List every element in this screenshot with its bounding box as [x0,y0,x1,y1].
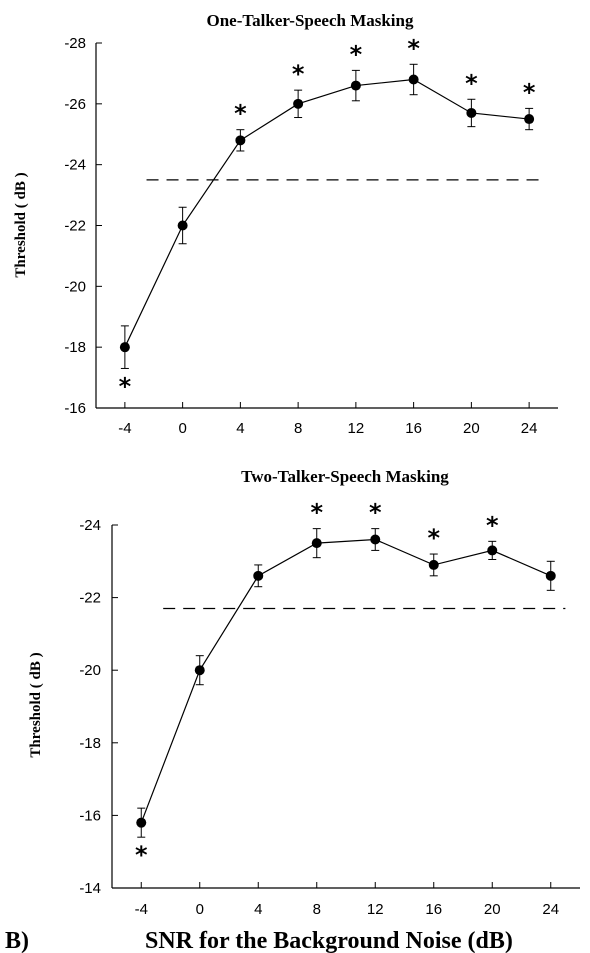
series-line [140,538,551,823]
data-point [350,80,361,91]
y-tick-label: -20 [79,662,101,679]
panel-one-talker: One-Talker-Speech Masking Threshold ( dB… [13,11,558,437]
y-tick-label: -28 [64,35,86,52]
chart-title-b: Two-Talker-Speech Masking [241,467,449,486]
x-tick-label: 12 [367,901,384,918]
significance-star: * [135,841,148,869]
data-point [293,98,304,109]
y-tick-label: -16 [64,400,86,417]
panel-label-b: B) [5,928,29,953]
data-point [136,817,147,828]
x-axis-label-b: SNR for the Background Noise (dB) [145,928,513,953]
x-tick-label: -4 [118,420,131,437]
significance-star: * [292,60,305,88]
data-point [194,665,205,676]
x-tick-label: -4 [135,901,148,918]
data-point [311,538,322,549]
x-tick-label: 24 [521,420,538,437]
y-tick-label: -18 [64,339,86,356]
y-tick-label: -20 [64,278,86,295]
data-point [466,107,477,118]
x-tick-label: 8 [294,420,302,437]
data-point [177,220,188,231]
y-axis-label-a: Threshold ( dB ) [13,172,29,277]
x-tick-label: 24 [542,901,559,918]
x-tick-label: 0 [178,420,186,437]
y-tick-label: -14 [79,880,101,897]
chart-title-a: One-Talker-Speech Masking [206,11,414,30]
data-point [408,74,419,85]
x-tick-label: 4 [254,901,262,918]
x-tick-label: 12 [348,420,365,437]
x-tick-label: 20 [484,901,501,918]
significance-star: * [234,100,247,128]
y-tick-label: -22 [64,218,86,235]
data-point [370,534,381,545]
x-tick-label: 20 [463,420,480,437]
data-point [428,559,439,570]
data-point [545,570,556,581]
significance-star: * [465,69,478,97]
data-point [235,135,246,146]
x-tick-label: 0 [196,901,204,918]
data-point [487,545,498,556]
y-tick-label: -26 [64,96,86,113]
significance-star: * [369,499,382,527]
significance-star: * [486,511,499,539]
data-point [253,570,264,581]
y-tick-label: -24 [79,517,101,534]
y-axis-label-b: Threshold ( dB ) [28,652,44,757]
y-tick-label: -18 [79,735,101,752]
x-tick-label: 16 [405,420,422,437]
significance-star: * [427,524,440,552]
y-tick-label: -22 [79,590,101,607]
x-tick-label: 8 [313,901,321,918]
significance-star: * [407,34,420,62]
y-tick-label: -24 [64,157,86,174]
data-point [524,114,535,125]
significance-star: * [119,372,132,400]
significance-star: * [310,499,323,527]
significance-star: * [350,40,363,68]
series-line [124,78,530,348]
data-point [119,342,130,353]
panel-two-talker: Two-Talker-Speech Masking Threshold ( dB… [5,467,580,953]
x-tick-label: 16 [425,901,442,918]
x-tick-label: 4 [236,420,244,437]
significance-star: * [523,78,536,106]
y-tick-label: -16 [79,807,101,824]
